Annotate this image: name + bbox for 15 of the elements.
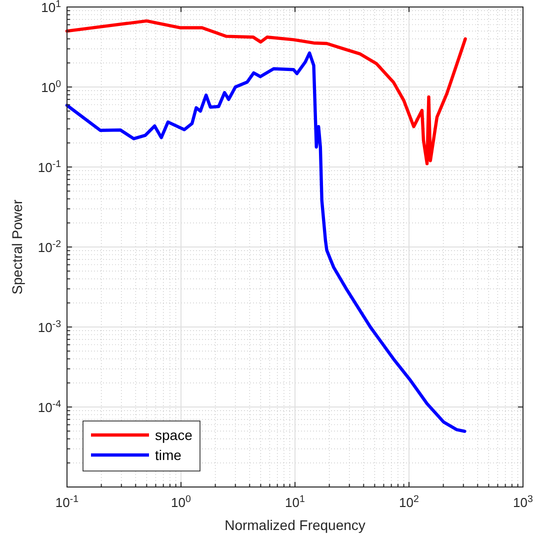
- x-tick-label: 10$^{2}$: [399, 494, 419, 510]
- y-tick-label: 10$^{-3}$: [38, 318, 61, 335]
- x-tick-label: 10$^{1}$: [285, 494, 305, 510]
- y-axis-title: Spectral Power: [9, 199, 25, 294]
- y-tick-label: 10$^{-2}$: [38, 238, 61, 255]
- legend-label: time: [155, 447, 182, 463]
- y-tick-label: 10$^{-4}$: [38, 398, 62, 415]
- y-tick-label: 10$^{1}$: [41, 0, 61, 15]
- x-axis-title: Normalized Frequency: [224, 517, 366, 533]
- y-tick-label: 10$^{0}$: [41, 78, 62, 95]
- x-tick-label: 10$^{0}$: [171, 494, 192, 510]
- x-tick-label: 10$^{-1}$: [55, 494, 79, 510]
- x-tick-label: 10$^{3}$: [513, 494, 533, 510]
- y-tick-label: 10$^{-1}$: [38, 158, 61, 175]
- legend-label: space: [155, 427, 193, 443]
